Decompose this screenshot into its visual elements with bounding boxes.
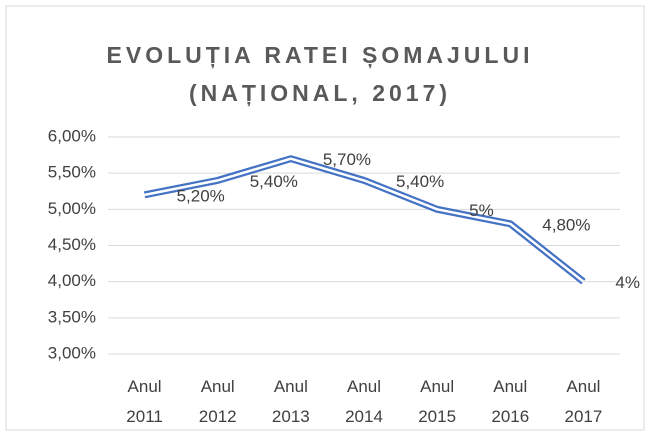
y-tick-label: 4,00%: [48, 271, 96, 290]
chart-border: [5, 5, 645, 431]
x-tick-label: Anul 2012: [198, 377, 237, 426]
x-tick-label: Anul 2015: [418, 377, 457, 426]
data-label: 5,70%: [323, 150, 371, 169]
x-tick-label: Anul 2016: [491, 377, 530, 426]
x-tick-label: Anul 2011: [126, 377, 163, 426]
chart-title: EVOLUȚIA RATEI ȘOMAJULUI (NAȚIONAL, 2017…: [106, 42, 534, 106]
data-label: 5,40%: [250, 172, 298, 191]
y-tick-label: 5,00%: [48, 199, 96, 218]
data-line: [143, 155, 586, 285]
x-tick-label: Anul 2017: [564, 377, 603, 426]
data-label: 4,80%: [542, 215, 590, 234]
y-tick-label: 5,50%: [48, 163, 96, 182]
data-label: 5,20%: [177, 186, 225, 205]
y-tick-label: 4,50%: [48, 235, 96, 254]
y-tick-label: 3,50%: [48, 307, 96, 326]
line-highlight: [144, 157, 585, 283]
y-tick-label: 6,00%: [48, 126, 96, 145]
y-tick-label: 3,00%: [48, 343, 96, 362]
x-tick-label: Anul 2014: [345, 377, 383, 426]
data-label: 4%: [615, 273, 640, 292]
data-label: 5%: [469, 201, 494, 220]
x-tick-label: Anul 2013: [271, 377, 310, 426]
data-label: 5,40%: [396, 172, 444, 191]
